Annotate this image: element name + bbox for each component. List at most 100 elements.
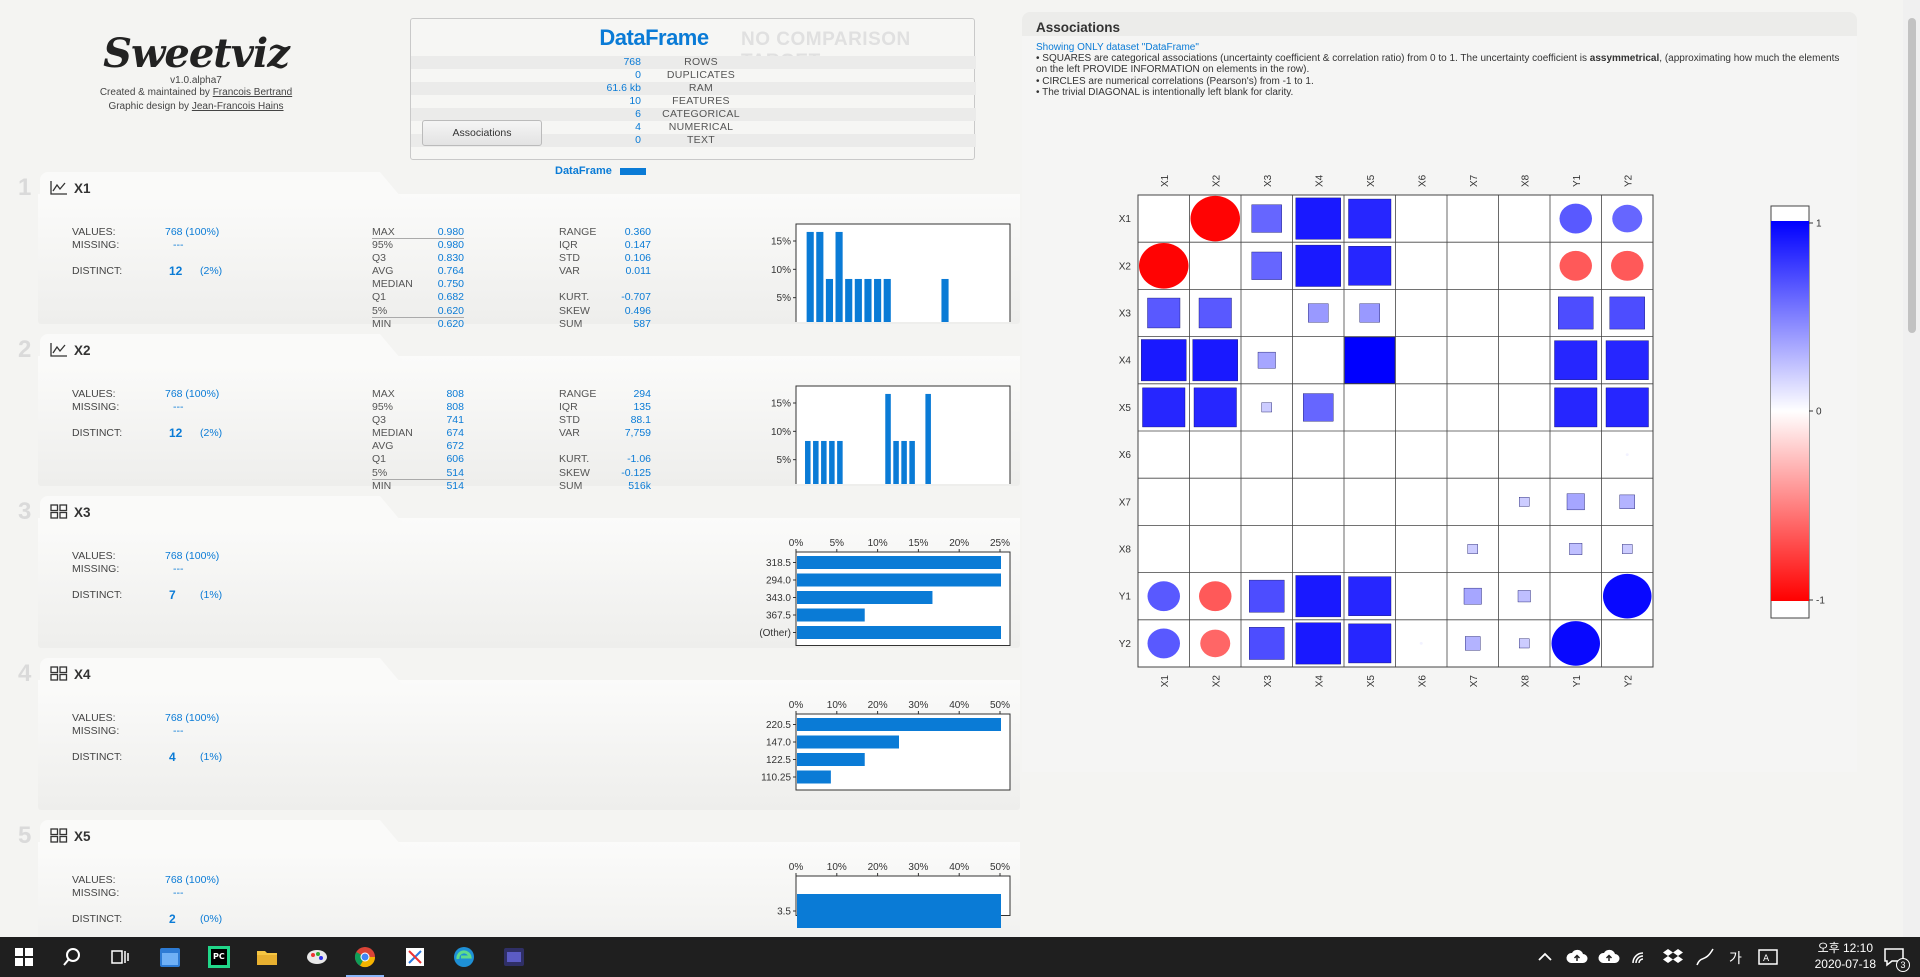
- association-square[interactable]: [1344, 337, 1395, 384]
- wifi-icon[interactable]: [1629, 945, 1653, 969]
- association-square[interactable]: [1463, 587, 1482, 605]
- feature-panel-x4[interactable]: 4 X4 VALUES: 768 (100%) MISSING: --- DISTINCT:…: [18, 658, 1020, 810]
- association-square[interactable]: [1605, 387, 1649, 428]
- association-square[interactable]: [1295, 244, 1341, 287]
- feature-panel-x3[interactable]: 3 X3 VALUES: 768 (100%) MISSING: --- DISTINCT:…: [18, 496, 1020, 648]
- ime-indicator[interactable]: 가: [1729, 951, 1742, 967]
- correlation-circle[interactable]: [1147, 581, 1181, 612]
- association-square[interactable]: [1295, 622, 1341, 665]
- association-square[interactable]: [1554, 387, 1598, 428]
- association-square[interactable]: [1558, 296, 1594, 330]
- association-square[interactable]: [1348, 198, 1392, 239]
- app-window-icon[interactable]: [502, 945, 526, 969]
- correlation-circle[interactable]: [1559, 203, 1593, 234]
- association-square[interactable]: [1359, 303, 1380, 323]
- association-square[interactable]: [1295, 575, 1341, 618]
- association-square[interactable]: [1622, 544, 1633, 554]
- designer-link[interactable]: Jean-Francois Hains: [191, 101, 284, 112]
- correlation-circle[interactable]: [1611, 250, 1644, 281]
- feature-panel-x1[interactable]: 1 X1 VALUES: 768 (100%) MISSING: --- DISTINCT:…: [18, 172, 1020, 330]
- summary-row: 4 NUMERICAL: [411, 121, 976, 134]
- association-square[interactable]: [1295, 197, 1341, 240]
- correlation-circle[interactable]: [1199, 581, 1232, 612]
- feature-tab[interactable]: [40, 820, 350, 850]
- association-square[interactable]: [1467, 544, 1478, 554]
- cloud-upload-icon[interactable]: [1565, 945, 1589, 969]
- edge-icon[interactable]: [452, 945, 476, 969]
- pycharm-icon[interactable]: PC: [207, 945, 231, 969]
- notification-icon[interactable]: [1882, 945, 1906, 969]
- association-square[interactable]: [1257, 351, 1276, 369]
- pen-icon[interactable]: [1693, 945, 1717, 969]
- info-squares-a: • SQUARES are categorical associations (…: [1036, 53, 1590, 65]
- association-square[interactable]: [1147, 297, 1181, 329]
- values-label: VALUES:: [72, 226, 116, 238]
- feature-panel-x2[interactable]: 2 X2 VALUES: 768 (100%) MISSING: --- DISTINCT:…: [18, 334, 1020, 492]
- association-square[interactable]: [1251, 204, 1282, 233]
- association-square[interactable]: [1141, 339, 1187, 382]
- feature-tab[interactable]: [40, 334, 350, 364]
- feature-name: X4: [74, 667, 91, 682]
- correlation-circle[interactable]: [1200, 629, 1231, 658]
- association-square[interactable]: [1569, 543, 1583, 555]
- stats-quantiles: MAX 808 95% 808 Q3 741 MEDIAN 674 AVG 672 Q1 606 5% 5…: [372, 388, 464, 493]
- system-clock[interactable]: 오후 12:10 2020-07-18: [1815, 940, 1876, 972]
- correlation-circle[interactable]: [1190, 195, 1241, 242]
- association-square[interactable]: [1251, 251, 1282, 280]
- chevron-up-icon[interactable]: [1533, 945, 1557, 969]
- correlation-circle[interactable]: [1419, 642, 1423, 645]
- scrollbar-thumb[interactable]: [1908, 18, 1916, 333]
- numeric-feature-icon: [50, 181, 67, 195]
- correlation-circle[interactable]: [1559, 250, 1593, 281]
- chrome-icon[interactable]: [353, 945, 377, 969]
- stat-row: VAR 0.011: [559, 265, 651, 278]
- cloud-sync-icon[interactable]: [1597, 945, 1621, 969]
- associations-button[interactable]: Associations: [422, 120, 542, 146]
- snip-tool-icon[interactable]: [403, 945, 427, 969]
- file-explorer-icon[interactable]: [255, 945, 279, 969]
- feature-tab[interactable]: [40, 496, 350, 526]
- association-square[interactable]: [1619, 494, 1635, 509]
- association-square[interactable]: [1566, 493, 1585, 511]
- association-square[interactable]: [1465, 636, 1481, 651]
- search-icon[interactable]: [60, 945, 84, 969]
- association-square[interactable]: [1519, 638, 1530, 649]
- association-square[interactable]: [1193, 387, 1237, 428]
- association-square[interactable]: [1308, 303, 1329, 323]
- task-view-icon[interactable]: [108, 945, 132, 969]
- correlation-circle[interactable]: [1603, 573, 1652, 619]
- association-square[interactable]: [1261, 402, 1272, 413]
- paint-app-icon[interactable]: [305, 945, 329, 969]
- stat-key: AVG: [372, 265, 394, 278]
- colorbar: [1771, 221, 1809, 601]
- keyboard-icon[interactable]: A: [1756, 945, 1780, 969]
- association-square[interactable]: [1249, 627, 1285, 660]
- association-square[interactable]: [1198, 297, 1232, 329]
- windows-start-icon[interactable]: [12, 945, 36, 969]
- association-square[interactable]: [1554, 340, 1598, 380]
- association-square[interactable]: [1142, 387, 1186, 428]
- frequency-bar: [797, 626, 1001, 639]
- author-link[interactable]: Francois Bertrand: [212, 87, 293, 98]
- correlation-circle[interactable]: [1551, 621, 1601, 666]
- feature-tab[interactable]: [40, 658, 350, 688]
- correlation-circle[interactable]: [1612, 204, 1643, 233]
- correlation-circle[interactable]: [1147, 628, 1181, 659]
- association-square[interactable]: [1605, 340, 1649, 380]
- association-square[interactable]: [1519, 497, 1530, 507]
- association-square[interactable]: [1249, 579, 1285, 613]
- association-square[interactable]: [1517, 590, 1531, 603]
- association-square[interactable]: [1348, 576, 1392, 616]
- association-square[interactable]: [1192, 339, 1238, 382]
- sweetviz-logo: Sweetviz: [103, 30, 290, 77]
- feature-tab[interactable]: [40, 172, 350, 202]
- dropbox-icon[interactable]: [1661, 945, 1685, 969]
- association-square[interactable]: [1303, 393, 1334, 422]
- correlation-circle[interactable]: [1139, 243, 1189, 289]
- association-square[interactable]: [1609, 296, 1645, 330]
- calendar-app-icon[interactable]: [158, 945, 182, 969]
- page-scrollbar[interactable]: [1903, 0, 1920, 937]
- correlation-circle[interactable]: [1625, 453, 1629, 456]
- association-square[interactable]: [1348, 623, 1392, 664]
- association-square[interactable]: [1348, 246, 1392, 286]
